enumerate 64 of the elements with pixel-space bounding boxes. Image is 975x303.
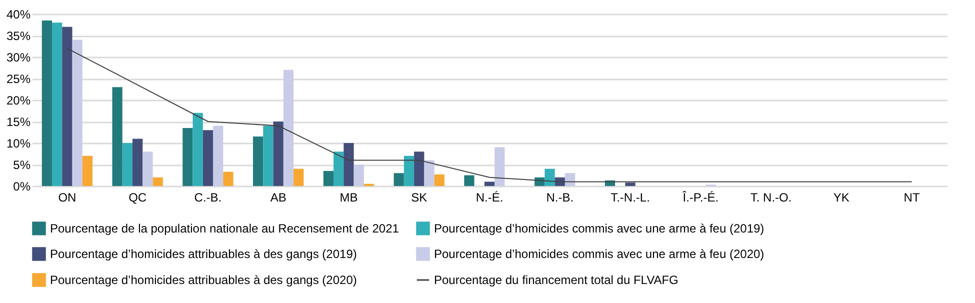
y-tick-label: 15% — [6, 115, 31, 129]
x-tick-label: Î.-P.-É. — [682, 190, 719, 204]
line-series — [66, 48, 912, 182]
bar — [192, 112, 203, 186]
bar — [434, 174, 444, 186]
bar — [414, 152, 424, 186]
bar — [424, 160, 434, 186]
x-tick-label: N.-É. — [476, 190, 504, 204]
legend-label: Pourcentage du financement total du FLVAFG — [434, 273, 678, 287]
bar — [294, 168, 304, 186]
x-tick-label: NT — [904, 190, 920, 204]
bar — [72, 40, 82, 186]
bar — [142, 152, 153, 186]
legend-label: Pourcentage d’homicides attribuables à des gangs (2020) — [50, 273, 357, 287]
x-tick-label: YK — [833, 190, 850, 204]
x-tick-label: SK — [411, 190, 428, 204]
y-tick-label: 35% — [6, 29, 31, 43]
bar — [152, 177, 163, 186]
y-tick-label: 30% — [6, 50, 31, 64]
legend-label: Pourcentage de la population nationale au Recensement de 2021 — [50, 221, 400, 236]
legend-label: Pourcentage d’homicides commis avec une arme à feu (2019) — [434, 221, 764, 236]
legend-label: Pourcentage d’homicides attribuables à des gangs (2019) — [50, 247, 357, 261]
bar — [404, 156, 414, 186]
bar — [464, 175, 474, 186]
bar — [52, 22, 62, 186]
bar — [394, 173, 404, 186]
x-tick-label: MB — [340, 190, 358, 204]
x-tick-label: N.-B. — [546, 190, 574, 204]
legend-label: Pourcentage d’homicides commis avec une arme à feu (2020) — [434, 247, 764, 261]
y-tick-label: 20% — [6, 94, 31, 108]
bar — [334, 152, 344, 186]
bar — [42, 20, 52, 186]
y-tick-label: 25% — [6, 72, 31, 86]
x-tick-label: T. N.-O. — [750, 190, 792, 204]
bar — [354, 164, 364, 186]
bar — [213, 126, 224, 186]
bar — [283, 70, 294, 186]
bar — [82, 156, 93, 186]
bar — [263, 126, 274, 186]
bar — [202, 130, 214, 186]
x-tick-label: QC — [128, 190, 147, 204]
x-tick-label: AB — [270, 190, 286, 204]
y-tick-label: 10% — [6, 136, 31, 150]
y-tick-label: 40% — [6, 8, 31, 22]
bar — [344, 143, 354, 186]
y-tick-label: 0% — [13, 180, 31, 194]
bar — [625, 182, 636, 186]
bar — [484, 182, 495, 186]
bar — [182, 128, 193, 186]
bar — [273, 122, 284, 186]
bar — [223, 172, 234, 186]
x-tick-label: T.-N.-L. — [610, 190, 650, 204]
bar — [122, 143, 133, 186]
bar — [112, 87, 122, 186]
bar — [544, 168, 555, 186]
y-tick-label: 5% — [13, 158, 31, 172]
bar — [323, 170, 334, 186]
bar — [253, 136, 264, 186]
bar — [564, 173, 576, 186]
x-tick-label: C.-B. — [194, 190, 222, 204]
x-tick-label: ON — [58, 190, 76, 204]
bar — [494, 147, 505, 186]
bar — [132, 138, 143, 186]
bar — [62, 26, 72, 186]
